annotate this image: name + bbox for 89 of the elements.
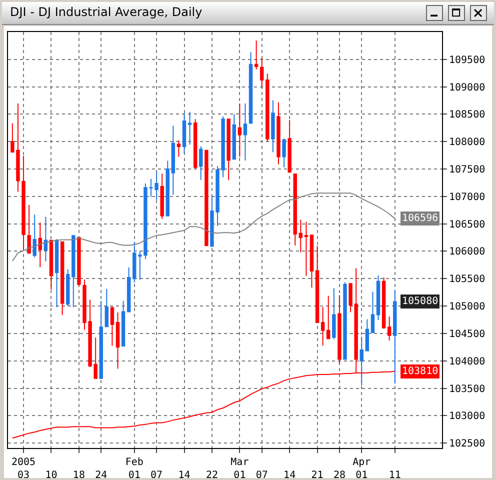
candlestick [171,125,176,196]
candlestick [298,219,303,253]
candlestick [260,58,264,88]
candlestick [121,300,126,347]
y-tick-label: 102500 [449,438,486,450]
candlestick [182,112,186,154]
y-tick-label: 108000 [449,137,486,148]
x-tick-label: 24 [95,470,108,480]
candlestick [166,160,170,216]
candlestick [193,118,198,170]
y-tick-label: 105000 [449,302,486,313]
candlestick [32,214,36,258]
candlestick [243,103,248,162]
x-tick-label: 2005 03 [11,457,36,480]
data-label: 103810 [402,366,438,377]
x-tick-label: Feb 01 [125,457,144,480]
y-tick-label: 109500 [449,54,486,66]
y-tick-label: 103500 [449,384,486,395]
x-tick-label: 07 [256,470,268,480]
candlestick [360,336,364,386]
candlestick [116,312,120,370]
x-tick-label: 10 [45,470,58,480]
candlestick [382,277,386,330]
candlestick [77,237,81,287]
y-tick-label: 108500 [449,110,486,121]
y-tick-label: 109000 [449,82,486,94]
candlestick [315,246,320,323]
y-tick-label: 104000 [449,356,486,368]
candlestick [310,234,314,288]
text: 105080 [402,296,438,307]
candlestick [226,118,230,180]
candlestick [232,114,236,160]
candlestick [338,294,342,364]
x-tick-label: 21 [311,470,324,480]
x-tick-label: 14 [284,470,296,480]
y-tick-label: 103000 [449,411,486,422]
candlestick [248,52,253,124]
candlestick [110,306,114,346]
chart-title: DJI - DJ Industrial Average, Daily [10,5,202,19]
candlestick [376,274,380,321]
candlestick [188,112,192,146]
candlestick [271,100,275,153]
candlestick [293,173,297,246]
x-tick-label: 28 [333,470,346,480]
y-tick-label: 107500 [449,164,486,176]
candlestick [60,240,64,316]
x-tick-label: 14 [178,470,190,480]
candlestick [365,318,370,352]
candlestick [49,239,54,290]
x-tick-label: 22 [206,470,218,480]
candlestick [66,268,70,307]
candlestick [282,138,286,168]
y-tick-label: 107000 [449,192,486,203]
candlestick [132,241,136,283]
candlestick [54,240,59,308]
candlestick [99,300,103,379]
candlestick [326,295,330,340]
candlestick [38,222,42,268]
x-tick-label: 18 [72,470,85,480]
x-tick-label: Mar 01 [230,457,249,480]
candlestick [254,40,258,70]
candlestick [393,289,397,384]
candlestick [44,216,48,262]
candlestick [160,173,164,220]
candlestick [204,150,208,247]
candlestick [72,235,76,308]
candlestick [176,140,181,158]
data-label: 106596 [402,213,438,224]
x-tick-label: 11 [388,470,401,480]
x-tick-label: 07 [150,470,163,480]
candlestick [387,316,392,342]
candlestick [332,288,336,340]
candlestick [27,204,31,254]
y-tick-label: 106000 [449,246,486,258]
y-tick-label: 104500 [449,328,486,340]
candlestick [304,221,308,276]
candlestick [126,266,131,312]
candlestick [266,73,270,142]
candlestick [238,103,242,158]
y-tick-label: 105500 [449,274,486,286]
x-tick-label: Apr 01 [352,457,371,480]
y-tick-label: 106500 [449,219,486,230]
candlestick [104,288,109,328]
candlestick [343,282,347,360]
candlestick [288,119,292,173]
candlestick [320,306,325,346]
candlestick [370,291,375,334]
candlestick [199,146,203,180]
candlestick [276,102,280,165]
